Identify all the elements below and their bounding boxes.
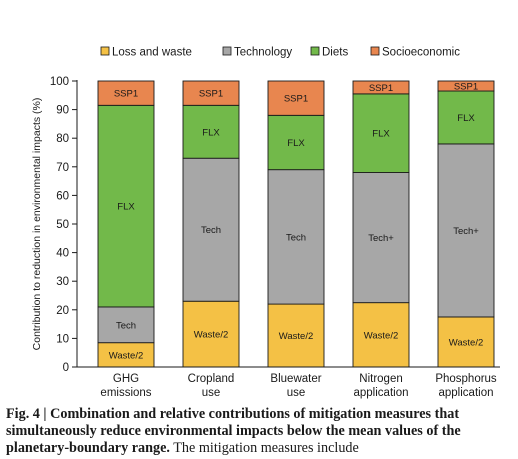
- x-tick-label: application: [354, 387, 409, 399]
- caption-title: Fig. 4 | Combination and relative contri…: [6, 406, 461, 456]
- legend-swatch: [370, 46, 380, 56]
- segment-label: FLX: [117, 202, 135, 213]
- y-tick-label: 60: [56, 190, 69, 202]
- x-tick-label: Bluewater: [270, 373, 321, 385]
- bar-segment-diets: [182, 104, 240, 159]
- segment-label: FLX: [372, 129, 390, 140]
- segment-label: FLX: [202, 127, 220, 138]
- x-tick-label: Phosphorus: [435, 373, 497, 385]
- segment-label: SSP1: [454, 82, 478, 93]
- y-tick-label: 80: [56, 133, 69, 145]
- y-tick-label: 40: [56, 248, 69, 260]
- x-tick-label: GHG: [113, 373, 139, 385]
- bar-segment-loss-and-waste: [437, 316, 495, 368]
- bar-segment-loss-and-waste: [97, 342, 155, 368]
- bar-segment-socioeconomic: [182, 80, 240, 106]
- x-tick-label: Cropland: [188, 373, 235, 385]
- y-tick-label: 30: [56, 276, 69, 288]
- bar-segment-diets: [437, 90, 495, 145]
- bar-segment-technology: [182, 157, 240, 302]
- bar-segment-technology: [267, 169, 325, 305]
- legend-label: Socioeconomic: [382, 47, 460, 59]
- segment-label: FLX: [457, 113, 475, 124]
- caption-text: The mitigation measures include: [169, 440, 359, 456]
- segment-label: Tech+: [453, 226, 479, 237]
- segment-label: SSP1: [199, 89, 223, 100]
- segment-label: Waste/2: [364, 330, 399, 341]
- legend-label: Technology: [234, 47, 292, 59]
- bar-segment-socioeconomic: [267, 80, 325, 116]
- stacked-bar-chart: Waste/2 Tech FLX SSP1 GHG emissions Waste/2 Tec…: [31, 46, 500, 399]
- segment-label: Waste/2: [449, 337, 484, 348]
- segment-label: FLX: [287, 138, 305, 149]
- y-axis-label: Contribution to reduction in environment…: [31, 98, 43, 351]
- y-tick-label: 0: [63, 362, 69, 374]
- bar-segment-technology: [97, 306, 155, 344]
- y-tick-label: 10: [56, 333, 69, 345]
- legend-swatch: [310, 46, 320, 56]
- legend-swatch: [222, 46, 232, 56]
- legend-label: Diets: [322, 47, 348, 59]
- segment-label: Waste/2: [194, 330, 229, 341]
- x-tick-label: application: [439, 387, 494, 399]
- y-tick-label: 70: [56, 162, 69, 174]
- x-tick-label: emissions: [100, 387, 151, 399]
- x-tick-label: Nitrogen: [359, 373, 402, 385]
- y-tick-label: 100: [50, 76, 69, 88]
- bar-segment-socioeconomic: [352, 80, 410, 95]
- segment-label: Tech: [201, 225, 221, 236]
- y-tick-label: 90: [56, 105, 69, 117]
- segment-label: Tech+: [368, 233, 394, 244]
- y-tick-label: 50: [56, 219, 69, 231]
- bar-segment-technology: [437, 143, 495, 318]
- legend-label: Loss and waste: [112, 47, 192, 59]
- legend-swatch: [100, 46, 110, 56]
- segment-label: SSP1: [369, 83, 393, 94]
- segment-label: Tech: [286, 232, 306, 243]
- bar-segment-socioeconomic: [97, 80, 155, 106]
- segment-label: SSP1: [114, 89, 138, 100]
- bar-segment-diets: [267, 114, 325, 171]
- segment-label: Tech: [116, 320, 136, 331]
- bar-segment-diets: [352, 93, 410, 173]
- segment-label: Waste/2: [279, 331, 314, 342]
- bar-segment-socioeconomic: [437, 80, 495, 92]
- figure-caption: Fig. 4 | Combination and relative contri…: [6, 406, 512, 457]
- y-tick-label: 20: [56, 305, 69, 317]
- segment-label: Waste/2: [109, 350, 144, 361]
- x-tick-label: use: [287, 387, 306, 399]
- x-tick-label: use: [202, 387, 221, 399]
- segment-label: SSP1: [284, 94, 308, 105]
